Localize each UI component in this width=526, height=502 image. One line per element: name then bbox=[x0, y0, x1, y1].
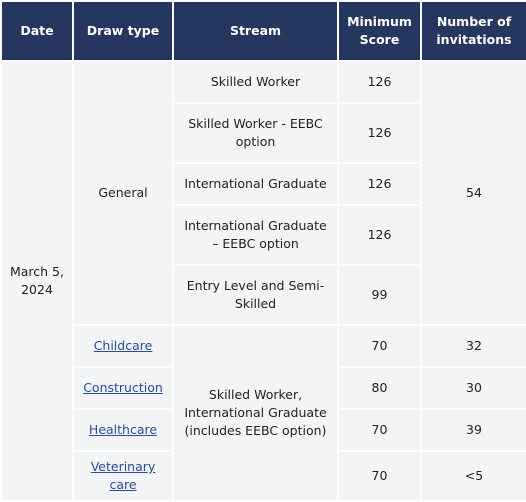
score-cell: 126 bbox=[337, 102, 422, 164]
table-row: Skilled Worker - EEBC option 126 bbox=[1, 102, 526, 164]
targeted-stream-cell: Skilled Worker, International Graduate (… bbox=[172, 324, 339, 502]
invitations-cell: 30 bbox=[420, 366, 526, 410]
score-cell: 70 bbox=[337, 324, 422, 368]
table-row: International Graduate 126 bbox=[1, 162, 526, 206]
score-cell: 126 bbox=[337, 204, 422, 266]
score-cell: 70 bbox=[337, 450, 422, 502]
table-row: Veterinary care 70 <5 bbox=[1, 450, 526, 502]
header-row: Date Draw type Stream Minimum Score Numb… bbox=[0, 0, 526, 62]
invitations-cell: 39 bbox=[420, 408, 526, 452]
score-cell: 126 bbox=[337, 60, 422, 104]
veterinary-care-link[interactable]: Veterinary care bbox=[90, 459, 156, 492]
stream-cell: International Graduate bbox=[172, 162, 339, 206]
table-row: Entry Level and Semi-Skilled 99 bbox=[1, 264, 526, 326]
score-cell: 99 bbox=[337, 264, 422, 326]
header-date: Date bbox=[0, 0, 74, 62]
childcare-link[interactable]: Childcare bbox=[93, 338, 153, 353]
draw-type-general: General bbox=[72, 60, 174, 326]
date-cell: March 5, 2024 bbox=[0, 60, 74, 502]
invitations-cell: 32 bbox=[420, 324, 526, 368]
draw-type-cell: Construction bbox=[72, 366, 174, 410]
table-row: March 5, 2024 General Skilled Worker 126… bbox=[0, 60, 526, 502]
score-cell: 126 bbox=[337, 162, 422, 206]
header-minimum-score: Minimum Score bbox=[337, 0, 422, 62]
header-draw-type: Draw type bbox=[72, 0, 174, 62]
stream-cell: Skilled Worker bbox=[172, 60, 339, 104]
table-row: International Graduate – EEBC option 126 bbox=[1, 204, 526, 266]
table-row: Childcare Skilled Worker, International … bbox=[1, 324, 526, 502]
header-stream: Stream bbox=[172, 0, 339, 62]
score-cell: 80 bbox=[337, 366, 422, 410]
draw-type-cell: Healthcare bbox=[72, 408, 174, 452]
invitations-general: 54 bbox=[420, 60, 526, 326]
table-row: Healthcare 70 39 bbox=[1, 408, 526, 452]
stream-cell: Skilled Worker - EEBC option bbox=[172, 102, 339, 164]
stream-cell: Entry Level and Semi-Skilled bbox=[172, 264, 339, 326]
construction-link[interactable]: Construction bbox=[83, 380, 163, 395]
draw-type-cell: Veterinary care bbox=[72, 450, 174, 502]
invitations-cell: <5 bbox=[420, 450, 526, 502]
healthcare-link[interactable]: Healthcare bbox=[88, 422, 158, 437]
table-row: Construction 80 30 bbox=[1, 366, 526, 410]
score-cell: 70 bbox=[337, 408, 422, 452]
draw-type-cell: Childcare bbox=[72, 324, 174, 368]
stream-cell: International Graduate – EEBC option bbox=[172, 204, 339, 266]
header-number-of-invitations: Number of invitations bbox=[420, 0, 526, 62]
